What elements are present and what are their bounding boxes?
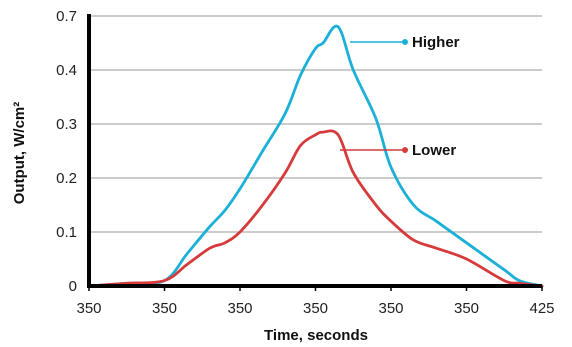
legend-dot-higher <box>402 39 408 45</box>
legend-label-higher: Higher <box>412 34 460 51</box>
y-tick-label: 0 <box>69 278 77 295</box>
y-tick-label: 0.7 <box>56 8 77 25</box>
x-tick-label: 350 <box>227 300 252 317</box>
legend-label-lower: Lower <box>412 142 456 159</box>
series-layer <box>87 24 544 288</box>
x-tick-label: 350 <box>378 300 403 317</box>
legend-dot-lower <box>402 147 408 153</box>
series-line-higher <box>87 24 544 288</box>
series-line-lower <box>87 129 544 288</box>
x-tick-label: 350 <box>454 300 479 317</box>
y-tick-label: 0.4 <box>56 62 77 79</box>
x-tick-label: 425 <box>529 300 554 317</box>
x-tick-label: 350 <box>303 300 328 317</box>
x-tick-label: 350 <box>152 300 177 317</box>
label-layer: 0 0.1 0.2 0.3 0.4 0.7 350 350 350 350 350 350 425 <box>56 8 554 317</box>
legend-layer: Higher Lower <box>340 34 460 159</box>
x-axis-title: Time, seconds <box>264 327 368 344</box>
grid-layer <box>89 15 542 233</box>
y-tick-label: 0.3 <box>56 116 77 133</box>
y-tick-label: 0.1 <box>56 224 77 241</box>
y-tick-label: 0.2 <box>56 170 77 187</box>
x-tick-label: 350 <box>76 300 101 317</box>
axis-layer <box>87 14 543 291</box>
y-axis-title: Output, W/cm² <box>11 102 28 204</box>
